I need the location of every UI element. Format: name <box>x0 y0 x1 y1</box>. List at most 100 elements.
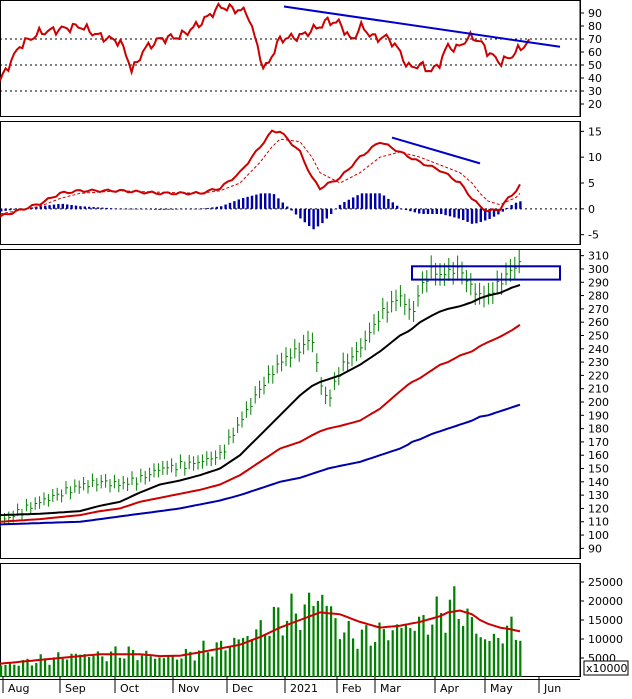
volume-bar <box>22 659 25 677</box>
histogram-bar <box>118 208 122 210</box>
volume-bar <box>475 633 478 677</box>
histogram-bar <box>479 208 482 222</box>
histogram-bar <box>338 204 342 209</box>
x-tick-label: Sep <box>65 682 86 695</box>
volume-bar <box>114 646 117 677</box>
volume-bar <box>330 606 333 677</box>
histogram-bar <box>35 206 38 209</box>
histogram-bar <box>220 206 223 209</box>
histogram-bar <box>264 193 267 209</box>
histogram-bar <box>294 208 298 215</box>
volume-bar <box>4 664 7 677</box>
histogram-bar <box>123 208 126 210</box>
histogram-bar <box>211 207 214 209</box>
histogram-bar <box>4 208 7 211</box>
volume-bar <box>176 659 179 677</box>
volume-bar <box>237 639 240 677</box>
rsi-line <box>0 1 531 81</box>
volume-ma-line <box>0 609 521 665</box>
volume-bar <box>145 650 148 677</box>
volume-bar <box>462 625 465 677</box>
volume-bar <box>180 658 183 677</box>
histogram-bar <box>198 208 201 210</box>
histogram-bar <box>321 208 324 224</box>
histogram-bar <box>400 208 403 210</box>
volume-bar <box>0 665 3 677</box>
histogram-bar <box>343 202 346 209</box>
histogram-bar <box>356 195 359 209</box>
volume-bar <box>378 622 381 677</box>
volume-bar <box>457 619 460 677</box>
x-axis: Aug Sep Oct Nov Dec 2021 Feb Mar Apr May Jun <box>0 677 580 695</box>
volume-bar <box>303 604 306 677</box>
y-tick-label: 60 <box>588 46 602 59</box>
histogram-bar <box>501 208 504 212</box>
histogram-bar <box>277 198 280 209</box>
y-tick-label: 240 <box>588 343 609 356</box>
histogram-bar <box>374 193 377 209</box>
y-tick-label: 15000 <box>588 614 623 627</box>
x-tick-label: Aug <box>8 682 29 695</box>
y-tick-label: 250 <box>588 329 609 342</box>
volume-bar <box>66 659 69 677</box>
histogram-bar <box>74 205 78 209</box>
histogram-bar <box>149 208 152 210</box>
volume-bar <box>167 656 170 677</box>
volume-bar <box>158 657 161 677</box>
volume-bar <box>506 625 509 677</box>
volume-bar <box>294 613 297 677</box>
histogram-bar <box>48 205 51 209</box>
signal-line <box>0 138 521 215</box>
volume-bar <box>228 646 231 677</box>
volume-bar <box>101 656 104 677</box>
y-tick-label: 260 <box>588 316 609 329</box>
y-tick-label: 20000 <box>588 595 623 608</box>
y-tick-label: 280 <box>588 290 609 303</box>
volume-bar <box>409 628 412 677</box>
volume-bar <box>140 655 143 677</box>
histogram-bar <box>369 193 372 209</box>
histogram-bar <box>224 204 227 209</box>
volume-bar <box>352 638 355 677</box>
volume-bar <box>35 663 38 677</box>
volume-bar <box>444 632 447 677</box>
volume-bar <box>338 639 341 677</box>
y-tick-label: 270 <box>588 303 609 316</box>
y-tick-label: 20 <box>588 98 602 111</box>
volume-bar <box>413 630 416 677</box>
histogram-bar <box>13 208 16 210</box>
volume-units-label: x10000 <box>586 662 628 675</box>
histogram-bar <box>431 208 434 214</box>
volume-bar <box>492 633 495 677</box>
volume-bar <box>70 653 73 677</box>
volume-bar <box>233 637 236 677</box>
histogram-bar <box>44 205 47 209</box>
volume-bar <box>325 605 328 677</box>
price-panel: 9010011012013014015016017018019020021022… <box>0 250 609 555</box>
histogram-bar <box>0 208 3 212</box>
volume-bar <box>30 665 33 677</box>
volume-bar <box>514 639 517 677</box>
volume-bar <box>250 639 253 677</box>
histogram-bar <box>184 208 188 210</box>
volume-bar <box>215 642 218 677</box>
x-tick-label: Jun <box>543 682 561 695</box>
volume-bar <box>8 662 11 677</box>
histogram-bar <box>215 206 218 209</box>
volume-bar <box>184 648 187 677</box>
y-tick-label: 10000 <box>588 633 623 646</box>
volume-bar <box>13 664 16 677</box>
volume-bar <box>448 599 451 677</box>
histogram-bar <box>52 204 56 209</box>
histogram-bar <box>70 205 73 209</box>
volume-bar <box>123 658 126 677</box>
histogram-bar <box>418 208 421 214</box>
macd-panel: -5 0 5 10 15 <box>0 125 602 242</box>
volume-bar <box>149 656 152 677</box>
volume-bar <box>453 586 456 677</box>
histogram-bar <box>114 208 117 209</box>
histogram-bar <box>325 208 328 219</box>
histogram-bar <box>396 205 399 209</box>
y-tick-label: 230 <box>588 356 609 369</box>
histogram-bar <box>96 207 100 209</box>
